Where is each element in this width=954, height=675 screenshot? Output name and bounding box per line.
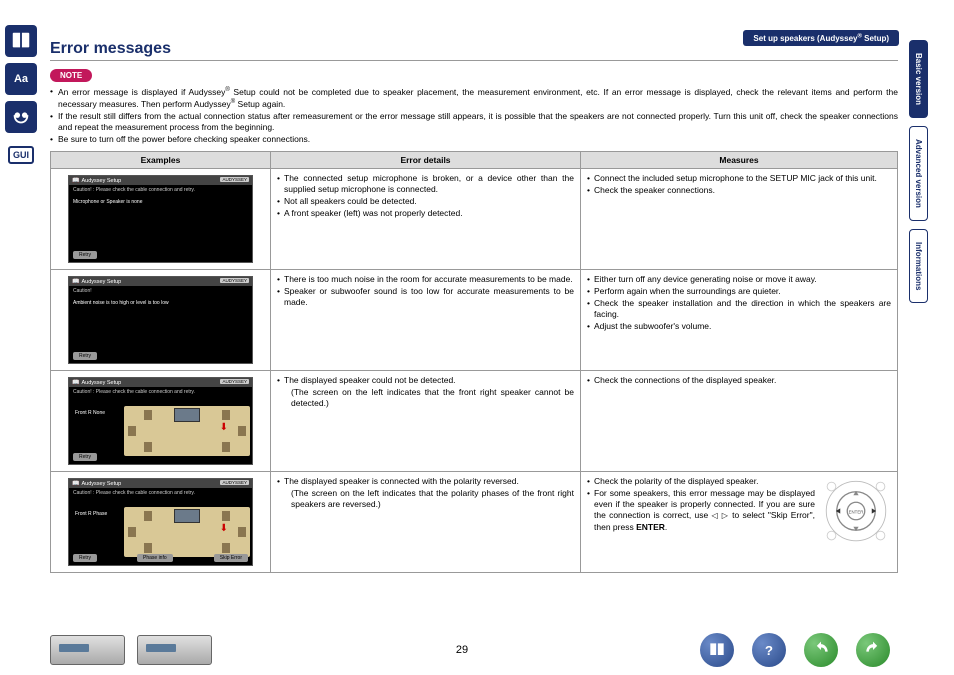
page-title: Error messages [50,40,898,61]
cell-bullet: Either turn off any device generating no… [587,274,891,285]
gui-icon[interactable]: GUI [5,139,37,171]
cell-bullet: Perform again when the surroundings are … [587,286,891,297]
header-measures: Measures [581,152,898,169]
table-row: Audyssey Setup AUDYSSEY Caution! : Pleas… [51,472,898,573]
example-screenshot: Audyssey Setup AUDYSSEY Caution! : Pleas… [68,175,253,263]
note-bullets: An error message is displayed if Audysse… [50,86,898,145]
back-icon[interactable] [804,633,838,667]
tab-informations[interactable]: Informations [909,229,928,303]
svg-text:?: ? [765,643,773,658]
left-icon-rail: Aa GUI [5,25,40,177]
main-content: Error messages NOTE An error message is … [50,40,898,573]
table-row: Audyssey Setup AUDYSSEY Caution! : Pleas… [51,169,898,270]
table-row: Audyssey Setup AUDYSSEY Caution! Ambient… [51,270,898,371]
cell-bullet: A front speaker (left) was not properly … [277,208,574,219]
cell-bullet: Connect the included setup microphone to… [587,173,891,184]
cell-bullet: There is too much noise in the room for … [277,274,574,285]
tab-basic-version[interactable]: Basic version [909,40,928,118]
cell-bullet: The displayed speaker could not be detec… [277,375,574,386]
footer-nav-icons: ? [700,633,890,667]
tab-advanced-version[interactable]: Advanced version [909,126,928,221]
example-screenshot: Audyssey Setup AUDYSSEY Caution! : Pleas… [68,478,253,566]
error-table: Examples Error details Measures Audyssey… [50,151,898,573]
note-bullet: If the result still differs from the act… [50,111,898,134]
header-details: Error details [271,152,581,169]
page-number: 29 [224,644,700,656]
svg-text:ENTER: ENTER [849,510,864,515]
example-screenshot: Audyssey Setup AUDYSSEY Caution! Ambient… [68,276,253,364]
note-bullet: Be sure to turn off the power before che… [50,134,898,145]
cell-bullet: Check the polarity of the displayed spea… [587,476,815,487]
mask-icon[interactable] [5,101,37,133]
gui-label: GUI [8,146,34,164]
help-icon[interactable]: ? [752,633,786,667]
table-row: Audyssey Setup AUDYSSEY Caution! : Pleas… [51,371,898,472]
cell-bullet: Check the connections of the displayed s… [587,375,891,386]
error-table-body: Audyssey Setup AUDYSSEY Caution! : Pleas… [51,169,898,573]
right-tabs: Basic version Advanced version Informati… [909,40,949,311]
cell-bullet: Not all speakers could be detected. [277,196,574,207]
cell-bullet: (The screen on the left indicates that t… [277,387,574,409]
cell-bullet: The connected setup microphone is broken… [277,173,574,195]
cell-bullet: Adjust the subwoofer's volume. [587,321,891,332]
font-icon[interactable]: Aa [5,63,37,95]
example-screenshot: Audyssey Setup AUDYSSEY Caution! : Pleas… [68,377,253,465]
footer: 29 ? [50,633,900,667]
cell-bullet: The displayed speaker is connected with … [277,476,574,487]
cell-bullet: (The screen on the left indicates that t… [277,488,574,510]
contents-icon[interactable] [700,633,734,667]
cell-bullet: Check the speaker installation and the d… [587,298,891,320]
header-examples: Examples [51,152,271,169]
cell-bullet: Speaker or subwoofer sound is too low fo… [277,286,574,308]
remote-nav-icon: ENTER [821,476,891,546]
note-badge: NOTE [50,69,92,82]
book-icon[interactable] [5,25,37,57]
note-bullet: An error message is displayed if Audysse… [50,86,898,111]
cell-bullet: For some speakers, this error message ma… [587,488,815,533]
receiver-rear-image[interactable] [137,635,212,665]
forward-icon[interactable] [856,633,890,667]
receiver-front-image[interactable] [50,635,125,665]
cell-bullet: Check the speaker connections. [587,185,891,196]
